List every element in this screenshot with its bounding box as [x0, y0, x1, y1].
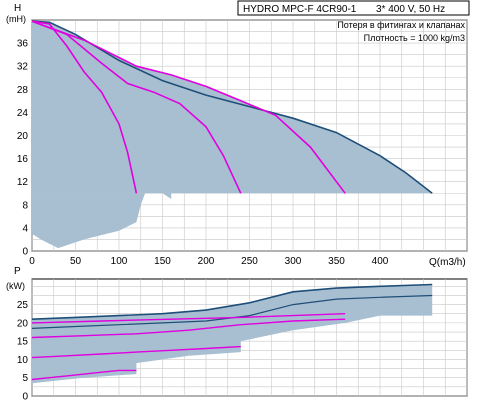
qh-x-tick-label: 400: [372, 256, 389, 267]
qh-x-tick-label: 100: [111, 256, 128, 267]
qp-curves: [31, 283, 433, 381]
qp-tick-labels: 0 5 10 15 20 25: [17, 300, 29, 402]
header-box: [237, 0, 470, 16]
qh-x-tick-label: 350: [328, 256, 345, 267]
qh-y-tick-label: 36: [17, 39, 29, 50]
qh-xlabel: Q(m3/h): [429, 257, 466, 268]
pump-title: HYDRO MPC-F 4CR90-1: [243, 4, 357, 15]
qh-x-tick-label: 250: [241, 256, 258, 267]
qp-y-tick-label: 25: [17, 300, 29, 311]
note-density: Плотность = 1000 kg/m3: [364, 33, 465, 43]
qh-x-tick-label: 0: [29, 256, 35, 267]
qp-shaded-band: [32, 284, 433, 384]
qh-y-tick-label: 32: [17, 62, 29, 73]
qp-yunit: (kW): [6, 281, 25, 291]
note-losses: Потеря в фитингах и клапанах: [337, 20, 465, 30]
qh-y-tick-label: 24: [17, 108, 29, 119]
qh-yunit: (mH): [6, 14, 26, 24]
pump-spec: 3* 400 V, 50 Hz: [376, 4, 445, 15]
qp-speed-curve-4: [31, 313, 346, 324]
qh-max-curve: [31, 20, 433, 194]
qh-y-tick-label: 16: [17, 154, 29, 165]
qp-max-curve: [31, 283, 433, 320]
qh-speed-curve-2: [31, 20, 242, 194]
qh-speed-curve-1: [31, 20, 138, 194]
qh-x-tick-label: 300: [285, 256, 302, 267]
qp-y-tick-label: 0: [22, 392, 28, 401]
qp-ylabel: P: [14, 266, 21, 277]
qh-y-tick-label: 12: [17, 177, 29, 188]
qh-y-tick-label: 28: [17, 85, 29, 96]
qp-y-tick-label: 5: [22, 373, 28, 384]
qp-operating-band: [32, 284, 433, 384]
qh-x-tick-label: 200: [198, 256, 215, 267]
qh-curves: [31, 20, 433, 194]
qh-band-segment: [32, 21, 346, 194]
qh-y-tick-label: 0: [22, 247, 28, 258]
qh-band-segment: [32, 21, 137, 194]
qh-y-tick-label: 8: [22, 200, 28, 211]
qp-y-tick-label: 15: [17, 337, 29, 348]
qh-tick-labels: 0 4 8 12 16 20 24 28 32 36 0 50 100 150 200 250 300 350 40…: [17, 39, 389, 267]
qp-speed-curve-2: [31, 345, 241, 359]
qp-speed-curve-1: [31, 369, 137, 381]
qh-ylabel: H: [14, 3, 21, 14]
qp-y-tick-label: 20: [17, 318, 29, 329]
qh-y-tick-label: 4: [22, 223, 28, 234]
qp-y-tick-label: 10: [17, 355, 29, 366]
qh-band-segment: [32, 21, 241, 194]
qh-x-tick-label: 50: [70, 256, 82, 267]
qh-lower-band: [32, 190, 172, 249]
qh-speed-curve-3: [31, 20, 346, 194]
qh-x-tick-label: 150: [154, 256, 171, 267]
qp-speed-curve-3: [31, 318, 346, 339]
qh-y-tick-label: 20: [17, 131, 29, 142]
